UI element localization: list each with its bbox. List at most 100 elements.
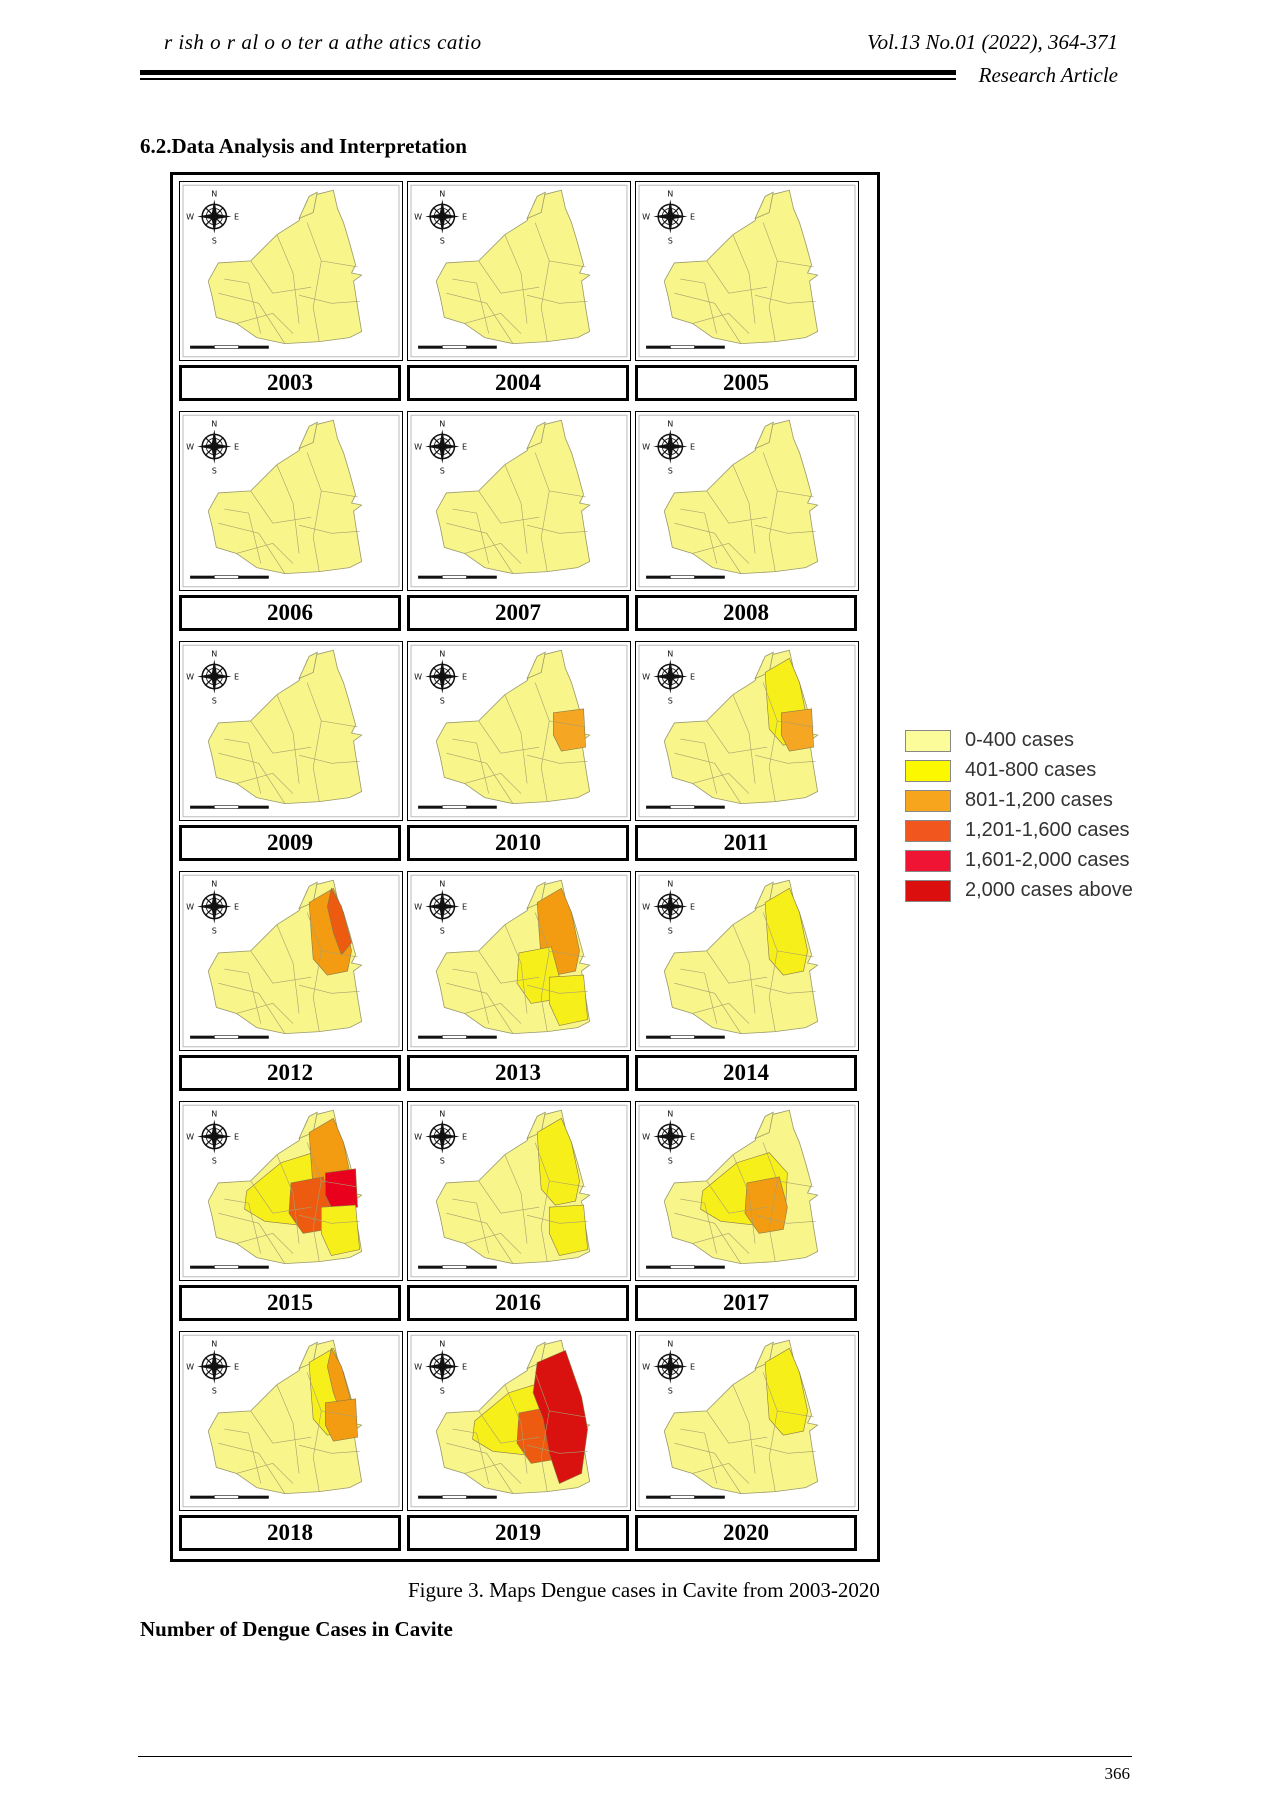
map-panel: N S E W	[179, 1101, 403, 1281]
compass-south-label: S	[212, 697, 217, 706]
legend-swatch	[905, 760, 951, 782]
compass-north-label: N	[439, 189, 445, 198]
map-year-label: 2013	[407, 1055, 629, 1091]
compass-east-label: E	[234, 1133, 239, 1142]
compass-west-label: W	[414, 673, 422, 682]
compass-icon: N S E W	[642, 649, 695, 705]
map-year-label: 2006	[179, 595, 401, 631]
province-shape	[435, 189, 591, 345]
map-panel: N S E W	[635, 1331, 859, 1511]
map-year-label: 2011	[635, 825, 857, 861]
map-year-label: 2005	[635, 365, 857, 401]
map-year-label: 2014	[635, 1055, 857, 1091]
legend-swatch	[905, 730, 951, 752]
compass-north-label: N	[439, 1339, 445, 1348]
figure-map-grid: N S E W 2003 N S E W 2004 N S E W 2005 N S E W 2006 N S E W 2007…	[170, 172, 880, 1562]
scale-bar	[190, 1495, 269, 1500]
compass-south-label: S	[440, 237, 445, 246]
article-type: Research Article	[978, 63, 1118, 87]
compass-west-label: W	[414, 903, 422, 912]
compass-east-label: E	[234, 673, 239, 682]
district-highlight	[781, 708, 814, 752]
scale-bar	[190, 805, 269, 810]
compass-south-label: S	[668, 1157, 673, 1166]
compass-icon: N S E W	[186, 879, 239, 935]
district-highlight	[327, 887, 352, 956]
compass-east-label: E	[690, 1363, 695, 1372]
district-highlight	[764, 1347, 808, 1436]
legend-label: 2,000 cases above	[965, 879, 1133, 901]
compass-south-label: S	[668, 927, 673, 936]
compass-icon: N S E W	[642, 879, 695, 935]
subheading: Number of Dengue Cases in Cavite	[140, 1617, 453, 1641]
map-panel: N S E W	[635, 411, 859, 591]
compass-icon: N S E W	[186, 1339, 239, 1395]
compass-north-label: N	[667, 649, 673, 658]
legend-item: 2,000 cases above	[905, 879, 1145, 904]
compass-north-label: N	[211, 1339, 217, 1348]
scale-bar	[646, 1035, 725, 1040]
compass-east-label: E	[234, 443, 239, 452]
compass-north-label: N	[211, 419, 217, 428]
scale-bar	[646, 575, 725, 580]
compass-west-label: W	[414, 443, 422, 452]
compass-north-label: N	[211, 1109, 217, 1118]
scale-bar	[418, 575, 497, 580]
compass-south-label: S	[212, 237, 217, 246]
compass-east-label: E	[690, 903, 695, 912]
map-year-label: 2019	[407, 1515, 629, 1551]
province-shape	[663, 189, 819, 345]
compass-west-label: W	[186, 443, 194, 452]
compass-east-label: E	[690, 673, 695, 682]
map-panel: N S E W	[407, 1101, 631, 1281]
map-year-label: 2010	[407, 825, 629, 861]
compass-icon: N S E W	[186, 419, 239, 475]
footer-rule	[138, 1756, 1132, 1757]
compass-west-label: W	[414, 1363, 422, 1372]
compass-east-label: E	[462, 443, 467, 452]
district-highlight	[744, 1176, 788, 1234]
map-panel: N S E W	[635, 1101, 859, 1281]
compass-icon: N S E W	[642, 1339, 695, 1395]
compass-north-label: N	[667, 1339, 673, 1348]
district-highlight	[548, 974, 588, 1026]
compass-north-label: N	[211, 649, 217, 658]
map-panel: N S E W	[407, 181, 631, 361]
map-year-label: 2007	[407, 595, 629, 631]
map-panel: N S E W	[179, 411, 403, 591]
compass-icon: N S E W	[186, 649, 239, 705]
compass-north-label: N	[667, 879, 673, 888]
compass-east-label: E	[690, 443, 695, 452]
compass-icon: N S E W	[414, 419, 467, 475]
map-year-label: 2009	[179, 825, 401, 861]
legend-item: 1,201-1,600 cases	[905, 819, 1145, 844]
legend-swatch	[905, 880, 951, 902]
compass-east-label: E	[234, 213, 239, 222]
compass-icon: N S E W	[642, 189, 695, 245]
map-year-label: 2003	[179, 365, 401, 401]
compass-icon: N S E W	[186, 1109, 239, 1165]
compass-east-label: E	[462, 903, 467, 912]
compass-south-label: S	[440, 697, 445, 706]
map-year-label: 2012	[179, 1055, 401, 1091]
legend-label: 801-1,200 cases	[965, 789, 1113, 811]
scale-bar	[646, 805, 725, 810]
legend-swatch	[905, 850, 951, 872]
compass-west-label: W	[186, 213, 194, 222]
compass-south-label: S	[212, 467, 217, 476]
district-highlight	[325, 1168, 358, 1212]
compass-south-label: S	[668, 237, 673, 246]
compass-icon: N S E W	[414, 1109, 467, 1165]
compass-north-label: N	[439, 1109, 445, 1118]
compass-west-label: W	[642, 1133, 650, 1142]
running-header-volume: Vol.13 No.01 (2022), 364-371	[867, 30, 1118, 54]
scale-bar	[646, 345, 725, 350]
map-year-label: 2020	[635, 1515, 857, 1551]
compass-south-label: S	[212, 927, 217, 936]
scale-bar	[190, 575, 269, 580]
compass-icon: N S E W	[414, 189, 467, 245]
legend-label: 401-800 cases	[965, 759, 1097, 781]
compass-south-label: S	[668, 697, 673, 706]
map-year-label: 2004	[407, 365, 629, 401]
compass-north-label: N	[439, 879, 445, 888]
